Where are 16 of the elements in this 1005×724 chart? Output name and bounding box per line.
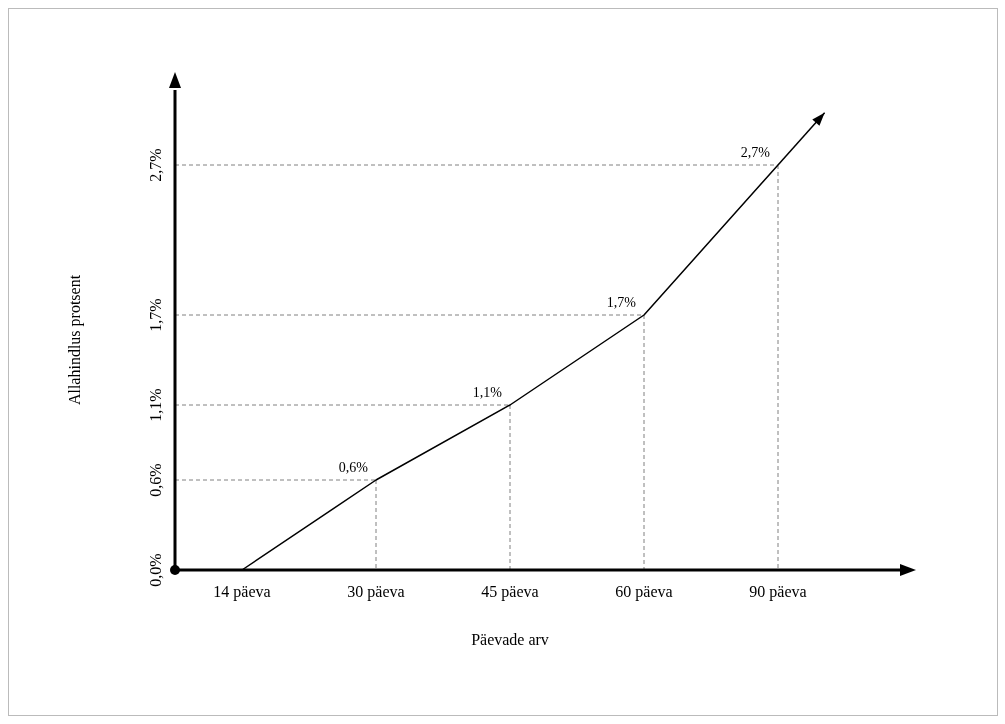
x-tick-label: 14 päeva bbox=[213, 583, 271, 601]
data-label: 1,1% bbox=[472, 385, 503, 400]
data-label: 2,7% bbox=[740, 145, 771, 160]
y-tick-label: 0,0% bbox=[147, 553, 164, 587]
y-tick-label: 1,1% bbox=[147, 388, 164, 422]
x-tick-label: 45 päeva bbox=[481, 583, 539, 601]
y-tick-label: 0,6% bbox=[147, 463, 164, 497]
y-tick-label: 1,7% bbox=[147, 298, 164, 332]
x-tick-label: 30 päeva bbox=[347, 583, 405, 601]
x-tick-label: 60 päeva bbox=[615, 583, 673, 601]
y-tick-label: 2,7% bbox=[147, 148, 164, 182]
data-label: 0,6% bbox=[338, 460, 369, 475]
data-label: 1,7% bbox=[606, 295, 637, 310]
x-tick-label: 90 päeva bbox=[749, 583, 807, 601]
y-axis-title: Allahindlus protsent bbox=[66, 274, 84, 406]
x-axis-title: Päevade arv bbox=[471, 631, 549, 648]
